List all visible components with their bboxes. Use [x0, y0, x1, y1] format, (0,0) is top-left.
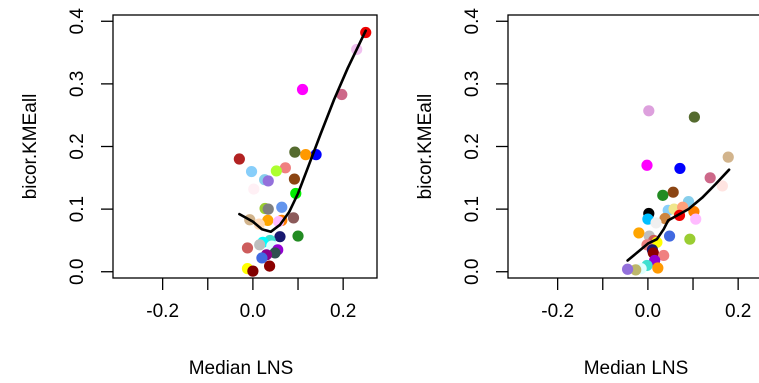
data-point — [253, 218, 265, 230]
y-tick-label: 0.0 — [67, 259, 88, 285]
data-point — [245, 165, 258, 178]
data-point — [289, 146, 301, 158]
scatter-panel-right: -0.2 0.0 0.2 0.0 0.1 0.2 0.3 0.4 Median LNS bicor… — [415, 8, 759, 379]
x-tick-label: 0.2 — [330, 301, 356, 322]
data-point — [288, 173, 301, 185]
data-point — [248, 183, 260, 195]
data-point — [336, 88, 348, 101]
data-point — [621, 263, 634, 275]
y-tick-label: 0.2 — [462, 133, 483, 159]
y-tick-label: 0.1 — [67, 196, 88, 222]
data-point — [663, 230, 676, 242]
y-tick-label: 0.4 — [462, 8, 483, 35]
data-point — [652, 262, 664, 274]
data-point — [296, 83, 309, 96]
data-point — [688, 111, 700, 123]
data-point — [274, 231, 286, 243]
x-tick-label: -0.2 — [541, 301, 574, 322]
data-point — [256, 252, 268, 264]
data-point — [292, 230, 304, 242]
data-point — [247, 265, 259, 277]
y-axis-label: bicor.KMEall — [415, 94, 436, 200]
data-point — [722, 151, 734, 163]
data-point — [690, 213, 702, 225]
y-tick-label: 0.4 — [67, 8, 88, 35]
data-point — [658, 249, 670, 262]
scatter-panel-left: -0.2 0.0 0.2 0.0 0.1 0.2 0.3 0.4 Median LNS bicor… — [20, 8, 378, 379]
y-tick-label: 0.3 — [67, 71, 88, 97]
data-point — [263, 260, 276, 272]
y-tick-label: 0.1 — [462, 196, 483, 222]
data-point — [276, 201, 288, 213]
data-point — [704, 172, 716, 184]
x-axis-label: Median LNS — [584, 358, 689, 379]
data-point — [684, 233, 696, 245]
data-point — [254, 239, 266, 251]
data-point — [633, 227, 645, 239]
x-tick-label: 0.0 — [240, 301, 266, 322]
x-axis-label: Median LNS — [189, 358, 294, 379]
data-point — [233, 153, 245, 165]
x-tick-label: -0.2 — [146, 301, 179, 322]
data-point — [716, 180, 728, 192]
y-tick-label: 0.3 — [462, 71, 483, 97]
data-point — [262, 175, 274, 187]
data-point — [262, 203, 274, 215]
plot-frame — [507, 14, 759, 279]
data-point — [262, 214, 274, 226]
data-point — [657, 189, 669, 201]
x-tick-label: 0.0 — [635, 301, 661, 322]
data-point — [630, 264, 642, 276]
data-point — [650, 217, 662, 229]
plot-frame — [112, 14, 378, 279]
y-axis-label: bicor.KMEall — [20, 94, 41, 200]
data-point — [643, 105, 655, 117]
data-point — [287, 212, 300, 224]
data-point — [300, 149, 312, 161]
data-point — [269, 247, 281, 259]
y-tick-label: 0.0 — [462, 259, 483, 285]
data-point — [270, 165, 282, 177]
data-point — [241, 242, 254, 254]
y-tick-label: 0.2 — [67, 133, 88, 159]
data-point — [674, 162, 686, 175]
smoother-line — [238, 29, 367, 233]
data-point — [667, 186, 679, 198]
x-tick-label: 0.2 — [725, 301, 751, 322]
data-point — [641, 159, 653, 171]
smoother-line — [626, 168, 731, 262]
data-point — [279, 162, 291, 174]
